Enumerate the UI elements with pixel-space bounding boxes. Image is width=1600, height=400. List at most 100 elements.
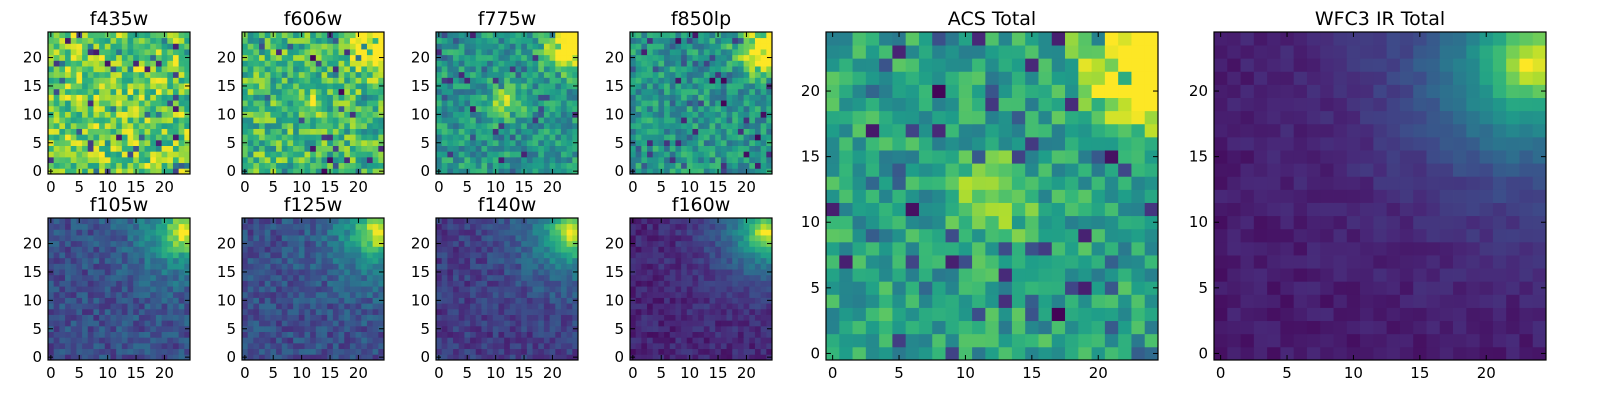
heatmap-cell (498, 134, 505, 141)
heatmap-cell (453, 269, 460, 276)
heatmap-cell (287, 223, 294, 230)
heatmap-cell (184, 43, 191, 50)
heatmap-cell (178, 274, 185, 281)
heatmap-cell (366, 122, 374, 129)
heatmap-cell (110, 71, 117, 78)
heatmap-cell (155, 88, 162, 95)
y-tick-label: 5 (226, 320, 236, 338)
heatmap-cell (372, 117, 379, 124)
heatmap-cell (82, 274, 89, 281)
heatmap-cell (167, 291, 174, 298)
heatmap-cell (264, 314, 271, 321)
heatmap-cell (161, 257, 168, 264)
heatmap-cell (543, 168, 550, 175)
heatmap-cell (647, 291, 654, 298)
heatmap-cell (116, 342, 123, 350)
heatmap-cell (332, 168, 339, 175)
heatmap-cell (310, 117, 317, 124)
heatmap-cell (99, 331, 106, 338)
heatmap-cell (709, 100, 716, 107)
heatmap-cell (59, 134, 66, 141)
heatmap-cell (549, 77, 556, 84)
heatmap-cell (766, 320, 773, 327)
heatmap-cell (658, 162, 665, 169)
heatmap-cell (464, 342, 471, 350)
heatmap-cell (538, 257, 545, 264)
heatmap-cell (133, 128, 140, 135)
heatmap-cell (647, 32, 654, 39)
heatmap-cell (726, 308, 733, 315)
heatmap-cell (184, 71, 191, 78)
heatmap-cell (247, 297, 254, 304)
heatmap-cell (242, 43, 249, 50)
panel-title: f850lp (671, 8, 731, 30)
heatmap-cell (144, 43, 151, 50)
heatmap-cell (87, 151, 94, 158)
heatmap-cell (669, 60, 676, 67)
heatmap-cell (481, 257, 488, 264)
heatmap-cell (172, 218, 180, 225)
heatmap-cell (543, 94, 550, 101)
x-tick-label: 10 (98, 178, 117, 196)
heatmap-cell (59, 122, 66, 129)
heatmap-cell (760, 105, 767, 112)
heatmap-cell (332, 269, 339, 276)
heatmap-cell (247, 128, 254, 135)
heatmap-cell (686, 162, 693, 169)
heatmap-cell (560, 71, 568, 78)
heatmap-cell (372, 303, 379, 310)
heatmap-cell (310, 320, 317, 327)
heatmap-cell (172, 83, 180, 90)
heatmap-cell (532, 348, 539, 355)
heatmap-cell (264, 291, 271, 298)
heatmap-cell (521, 156, 528, 164)
heatmap-cell (76, 246, 83, 253)
heatmap-cell (150, 94, 157, 101)
heatmap-cell (144, 331, 151, 338)
heatmap-cell (372, 246, 379, 253)
heatmap-cell (116, 320, 123, 327)
heatmap-cell (743, 60, 750, 67)
heatmap-cell (48, 263, 55, 270)
heatmap-cell (276, 105, 283, 112)
heatmap-cell (464, 314, 471, 321)
heatmap-cell (703, 32, 710, 39)
heatmap-cell (270, 320, 277, 327)
heatmap-cell (543, 156, 550, 164)
heatmap-cell (749, 348, 756, 355)
heatmap-cell (298, 88, 305, 95)
heatmap-cell (538, 83, 545, 90)
heatmap-cell (133, 122, 140, 129)
heatmap-cell (116, 71, 123, 78)
heatmap-cell (53, 71, 60, 78)
heatmap-cell (99, 94, 106, 101)
heatmap-cell (509, 122, 516, 129)
heatmap-cell (709, 168, 716, 175)
heatmap-cell (82, 331, 89, 338)
heatmap-cell (270, 151, 277, 158)
heatmap-cell (93, 325, 100, 332)
heatmap-cell (276, 269, 283, 276)
heatmap-cell (53, 122, 60, 129)
heatmap-cell (732, 303, 739, 310)
heatmap-cell (754, 168, 762, 175)
heatmap-cell (93, 314, 100, 321)
x-tick-label: 0 (46, 364, 56, 382)
heatmap-cell (470, 162, 477, 169)
heatmap-cell (572, 348, 579, 355)
heatmap-cell (349, 134, 356, 141)
heatmap-cell (743, 342, 750, 350)
heatmap-cell (304, 291, 311, 298)
heatmap-cell (76, 348, 83, 355)
heatmap-cell (48, 274, 55, 281)
heatmap-cell (178, 235, 185, 242)
heatmap-cell (259, 308, 266, 315)
heatmap-cell (481, 337, 488, 344)
heatmap-cell (652, 320, 659, 327)
heatmap-cell (760, 43, 767, 50)
heatmap-cell (366, 320, 374, 327)
x-tick-label: 0 (240, 178, 250, 196)
heatmap-cell (247, 83, 254, 90)
heatmap-cell (59, 60, 66, 67)
heatmap-cell (366, 286, 374, 293)
